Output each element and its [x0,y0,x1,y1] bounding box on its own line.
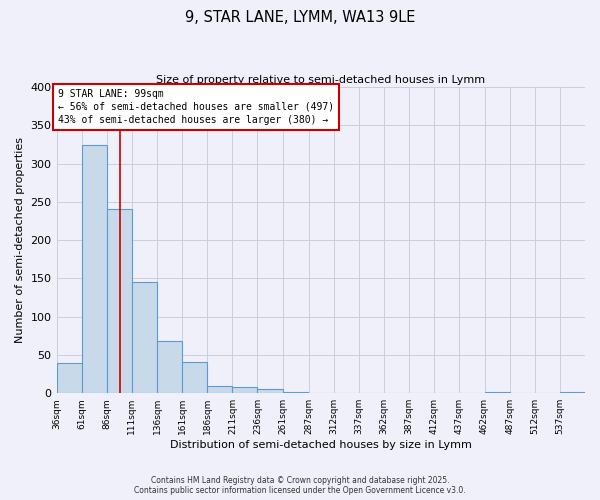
Bar [257,388,283,393]
Bar [182,362,207,393]
Bar [560,392,585,393]
Bar [132,282,157,393]
Y-axis label: Number of semi-detached properties: Number of semi-detached properties [15,137,25,343]
Text: 9, STAR LANE, LYMM, WA13 9LE: 9, STAR LANE, LYMM, WA13 9LE [185,10,415,25]
X-axis label: Distribution of semi-detached houses by size in Lymm: Distribution of semi-detached houses by … [170,440,472,450]
Bar [207,386,232,393]
Bar [283,392,308,393]
Text: Contains HM Land Registry data © Crown copyright and database right 2025.
Contai: Contains HM Land Registry data © Crown c… [134,476,466,495]
Bar [232,387,257,393]
Bar [82,144,107,393]
Text: 9 STAR LANE: 99sqm
← 56% of semi-detached houses are smaller (497)
43% of semi-d: 9 STAR LANE: 99sqm ← 56% of semi-detache… [58,88,334,125]
Bar [157,341,182,393]
Title: Size of property relative to semi-detached houses in Lymm: Size of property relative to semi-detach… [156,75,485,85]
Bar [485,392,509,393]
Bar [107,209,132,393]
Bar [56,362,82,393]
